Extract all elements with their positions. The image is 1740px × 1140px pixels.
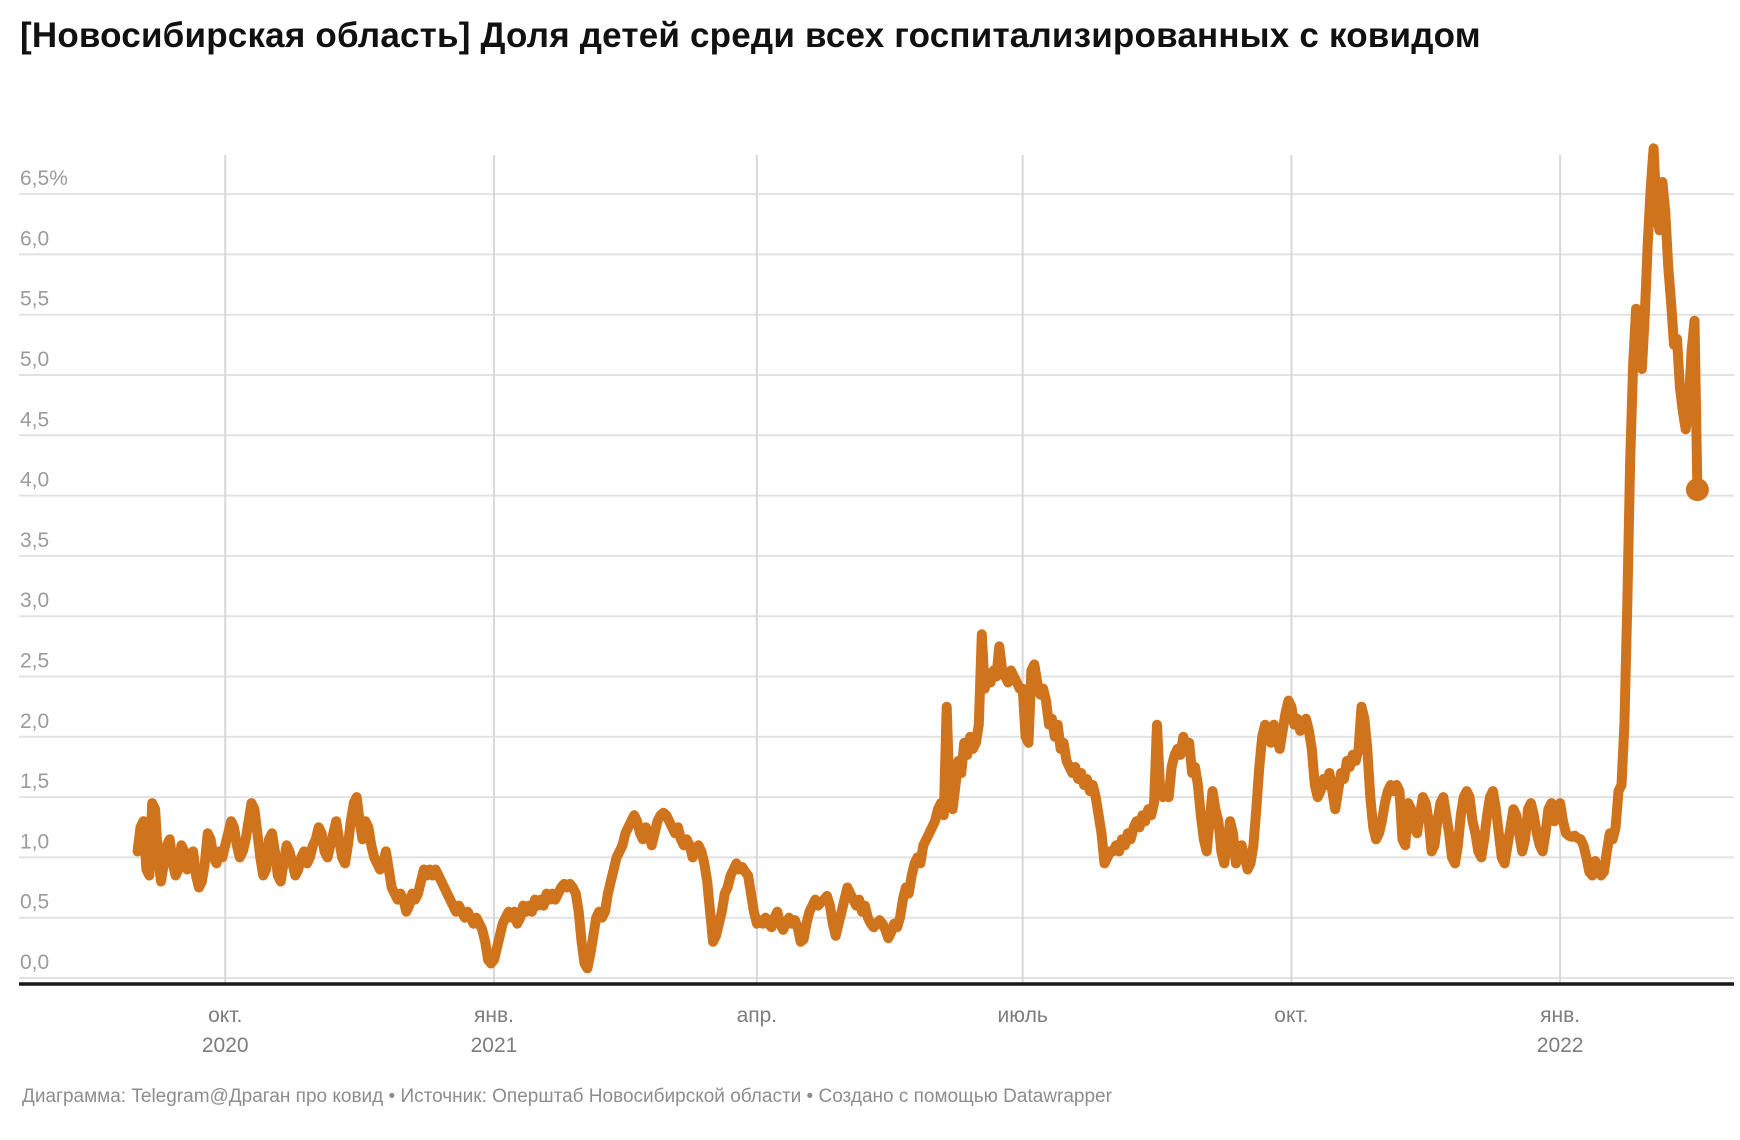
month-tick-label: окт. xyxy=(208,1004,242,1027)
year-tick-label: 2022 xyxy=(1537,1034,1584,1057)
end-point-dot xyxy=(1685,478,1709,502)
footer-separator-2: • xyxy=(806,1086,814,1107)
footer-chart-label: Диаграмма: xyxy=(22,1086,127,1107)
footer-datawrapper-link[interactable]: Datawrapper xyxy=(1003,1086,1112,1107)
month-tick-label: июль xyxy=(998,1004,1048,1027)
footer-separator: • xyxy=(388,1086,396,1107)
y-tick-label: 3,5 xyxy=(20,529,49,552)
y-tick-label: 0,0 xyxy=(20,951,49,974)
y-tick-label: 2,0 xyxy=(20,710,49,733)
year-tick-label: 2021 xyxy=(471,1034,518,1057)
month-tick-label: апр. xyxy=(737,1004,778,1027)
y-tick-label: 0,5 xyxy=(20,891,49,914)
footer-source-name: Оперштаб Новосибирской области xyxy=(492,1086,802,1107)
footer-telegram-link[interactable]: Telegram@Драган про ковид xyxy=(131,1086,384,1107)
footer-source-label: Источник: xyxy=(400,1086,487,1107)
y-tick-label: 3,0 xyxy=(20,589,49,612)
y-tick-label: 6,0 xyxy=(20,227,49,250)
chart-footer: Диаграмма: Telegram@Драган про ковид • И… xyxy=(22,1086,1112,1108)
y-tick-label: 1,5 xyxy=(20,770,49,793)
month-tick-label: янв. xyxy=(1540,1004,1580,1027)
month-tick-label: окт. xyxy=(1274,1004,1308,1027)
y-tick-label: 5,5 xyxy=(20,288,49,311)
footer-created-label: Создано с помощью xyxy=(818,1086,998,1107)
year-tick-label: 2020 xyxy=(202,1034,249,1057)
y-tick-label: 1,0 xyxy=(20,830,49,853)
data-line xyxy=(132,143,1703,974)
y-tick-label: 4,5 xyxy=(20,408,49,431)
chart-title: [Новосибирская область] Доля детей среди… xyxy=(20,16,1481,55)
month-tick-label: янв. xyxy=(474,1004,514,1027)
y-tick-label: 4,0 xyxy=(20,469,49,492)
y-tick-label: 5,0 xyxy=(20,348,49,371)
y-tick-label: 6,5% xyxy=(20,167,68,190)
y-tick-label: 2,5 xyxy=(20,650,49,673)
